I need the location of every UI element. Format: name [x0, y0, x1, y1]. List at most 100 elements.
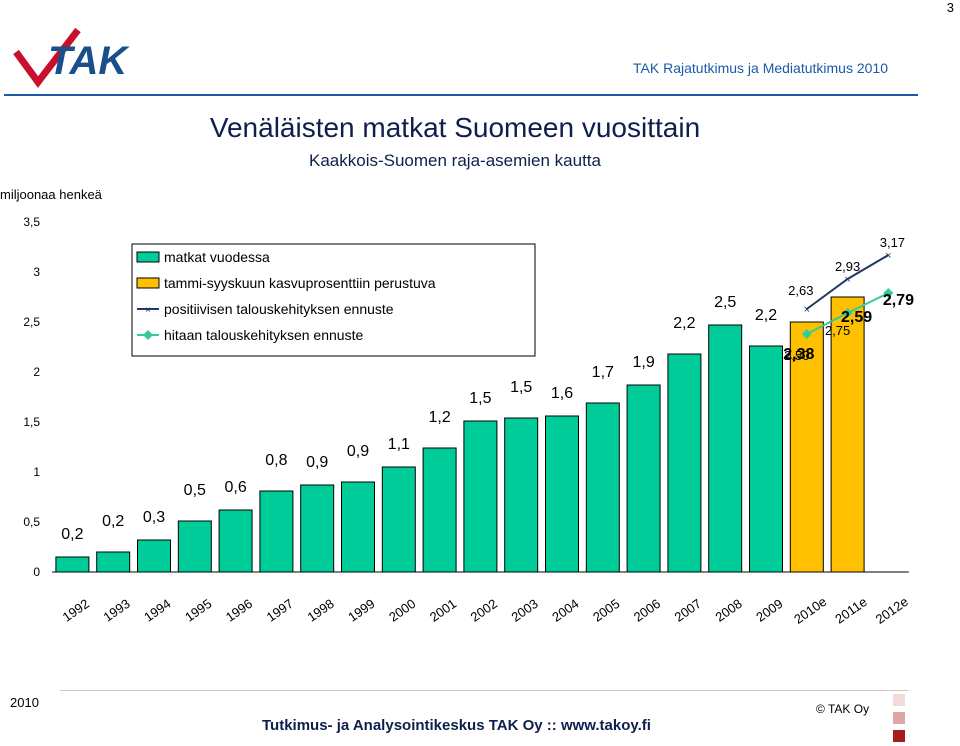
bar — [137, 539, 171, 573]
x-tick-label: 1996 — [223, 596, 255, 625]
bar — [341, 481, 375, 573]
y-tick-label: 3 — [33, 265, 40, 279]
data-label: 1,7 — [592, 364, 614, 381]
x-tick-label: 1995 — [182, 596, 214, 625]
chart: 0 0,5 1 1,5 2 2,5 3 3,5 0,2 0,2 0,3 0,5 0,6 0,8 0,9 0,9… — [23, 215, 914, 627]
bar — [667, 353, 702, 573]
data-label: 0,9 — [306, 454, 328, 471]
bar — [585, 402, 620, 573]
data-label: 2,2 — [755, 307, 777, 324]
footer-square — [893, 730, 905, 742]
data-label: 2,63 — [788, 283, 813, 298]
marker-diamond — [883, 288, 894, 298]
x-tick-label: 2004 — [549, 596, 581, 625]
legend-label: positiivisen talouskehityksen ennuste — [164, 301, 394, 317]
data-label: 2,2 — [673, 315, 695, 332]
data-label: 2,5 — [714, 294, 736, 311]
bar — [708, 324, 743, 573]
x-tick-label: 1997 — [264, 596, 296, 625]
data-label: 2,79 — [883, 292, 914, 309]
y-tick-label: 0,5 — [23, 515, 40, 529]
y-axis-label: miljoonaa henkeä — [0, 187, 102, 202]
x-tick-label: 2012e — [873, 594, 911, 627]
x-tick-label: 1992 — [60, 596, 92, 625]
legend-marker — [143, 330, 153, 340]
legend-label: tammi-syyskuun kasvuprosenttiin perustuv… — [164, 275, 436, 291]
x-tick-label: 1993 — [100, 596, 132, 625]
legend-label: matkat vuodessa — [164, 249, 270, 265]
footer-divider — [60, 690, 908, 691]
data-label: 0,8 — [265, 452, 287, 469]
marker-diamond — [842, 308, 853, 318]
bar — [55, 556, 90, 573]
x-tick-label: 2001 — [427, 596, 459, 625]
legend-marker: × — [145, 305, 151, 316]
data-label: 3,17 — [880, 235, 905, 250]
y-tick-label: 3,5 — [23, 215, 40, 229]
bar — [381, 466, 416, 573]
bar — [259, 490, 294, 573]
bar — [218, 509, 253, 573]
data-label: 0,3 — [143, 509, 165, 526]
legend-box — [131, 243, 536, 357]
page-number: 3 — [946, 0, 954, 15]
data-label: 0,5 — [184, 482, 206, 499]
footer-square — [893, 694, 905, 706]
x-tick-label: 2008 — [712, 596, 744, 625]
x-tick-label: 1999 — [345, 596, 377, 625]
bar — [96, 551, 131, 573]
data-label: 0,2 — [102, 513, 124, 530]
data-label: 0,2 — [61, 526, 83, 543]
data-label: 1,1 — [388, 436, 410, 453]
footer-text: Tutkimus- ja Analysointikeskus TAK Oy ::… — [262, 717, 651, 734]
footer-year: 2010 — [10, 695, 39, 710]
x-tick-label: 2006 — [631, 596, 663, 625]
marker-diamond — [801, 329, 812, 339]
data-label: 2,75 — [825, 323, 850, 338]
data-label: 1,5 — [469, 390, 491, 407]
data-label: 2,50 — [784, 348, 809, 363]
data-label: 1,5 — [510, 379, 532, 396]
tak-logo: TAK — [13, 27, 130, 88]
header-org: TAK Rajatutkimus ja Mediatutkimus 2010 — [633, 60, 888, 76]
x-tick-label: 2003 — [508, 596, 540, 625]
bar — [749, 345, 783, 573]
data-label: 1,9 — [632, 354, 654, 371]
data-label: 0,6 — [224, 479, 246, 496]
footer-square — [893, 712, 905, 724]
bar — [177, 520, 212, 573]
bar — [422, 447, 457, 573]
svg-text:TAK: TAK — [48, 39, 130, 83]
legend-swatch — [136, 251, 160, 263]
chart-title: Venäläisten matkat Suomeen vuosittain — [209, 112, 701, 143]
x-tick-label: 1998 — [304, 596, 336, 625]
legend-label: hitaan talouskehityksen ennuste — [164, 327, 363, 343]
bar — [300, 484, 335, 573]
legend-swatch — [136, 277, 160, 289]
y-tick-label: 0 — [33, 565, 40, 579]
data-label: 2,59 — [841, 309, 872, 326]
x-tick-label: 2000 — [386, 596, 418, 625]
marker-x: × — [844, 274, 850, 286]
x-tick-label: 2009 — [753, 596, 785, 625]
marker-x: × — [885, 250, 891, 262]
bar — [789, 321, 824, 573]
footer-copyright: © TAK Oy — [816, 702, 870, 716]
bar — [626, 384, 661, 573]
x-tick-label: 1994 — [141, 596, 173, 625]
data-label: 1,6 — [551, 385, 573, 402]
x-tick-label: 2005 — [590, 596, 622, 625]
series-line — [806, 254, 889, 310]
header-divider — [4, 94, 918, 96]
y-tick-label: 1 — [33, 465, 40, 479]
y-tick-label: 2,5 — [23, 315, 40, 329]
x-tick-label: 2010e — [791, 594, 829, 627]
data-label: 2,93 — [835, 259, 860, 274]
marker-x: × — [804, 304, 810, 316]
x-tick-label: 2011e — [832, 594, 869, 626]
bar — [545, 415, 579, 573]
data-label: 2,38 — [783, 346, 814, 363]
y-tick-label: 2 — [33, 365, 40, 379]
y-tick-label: 1,5 — [23, 415, 40, 429]
chart-subtitle: Kaakkois-Suomen raja-asemien kautta — [309, 151, 601, 170]
